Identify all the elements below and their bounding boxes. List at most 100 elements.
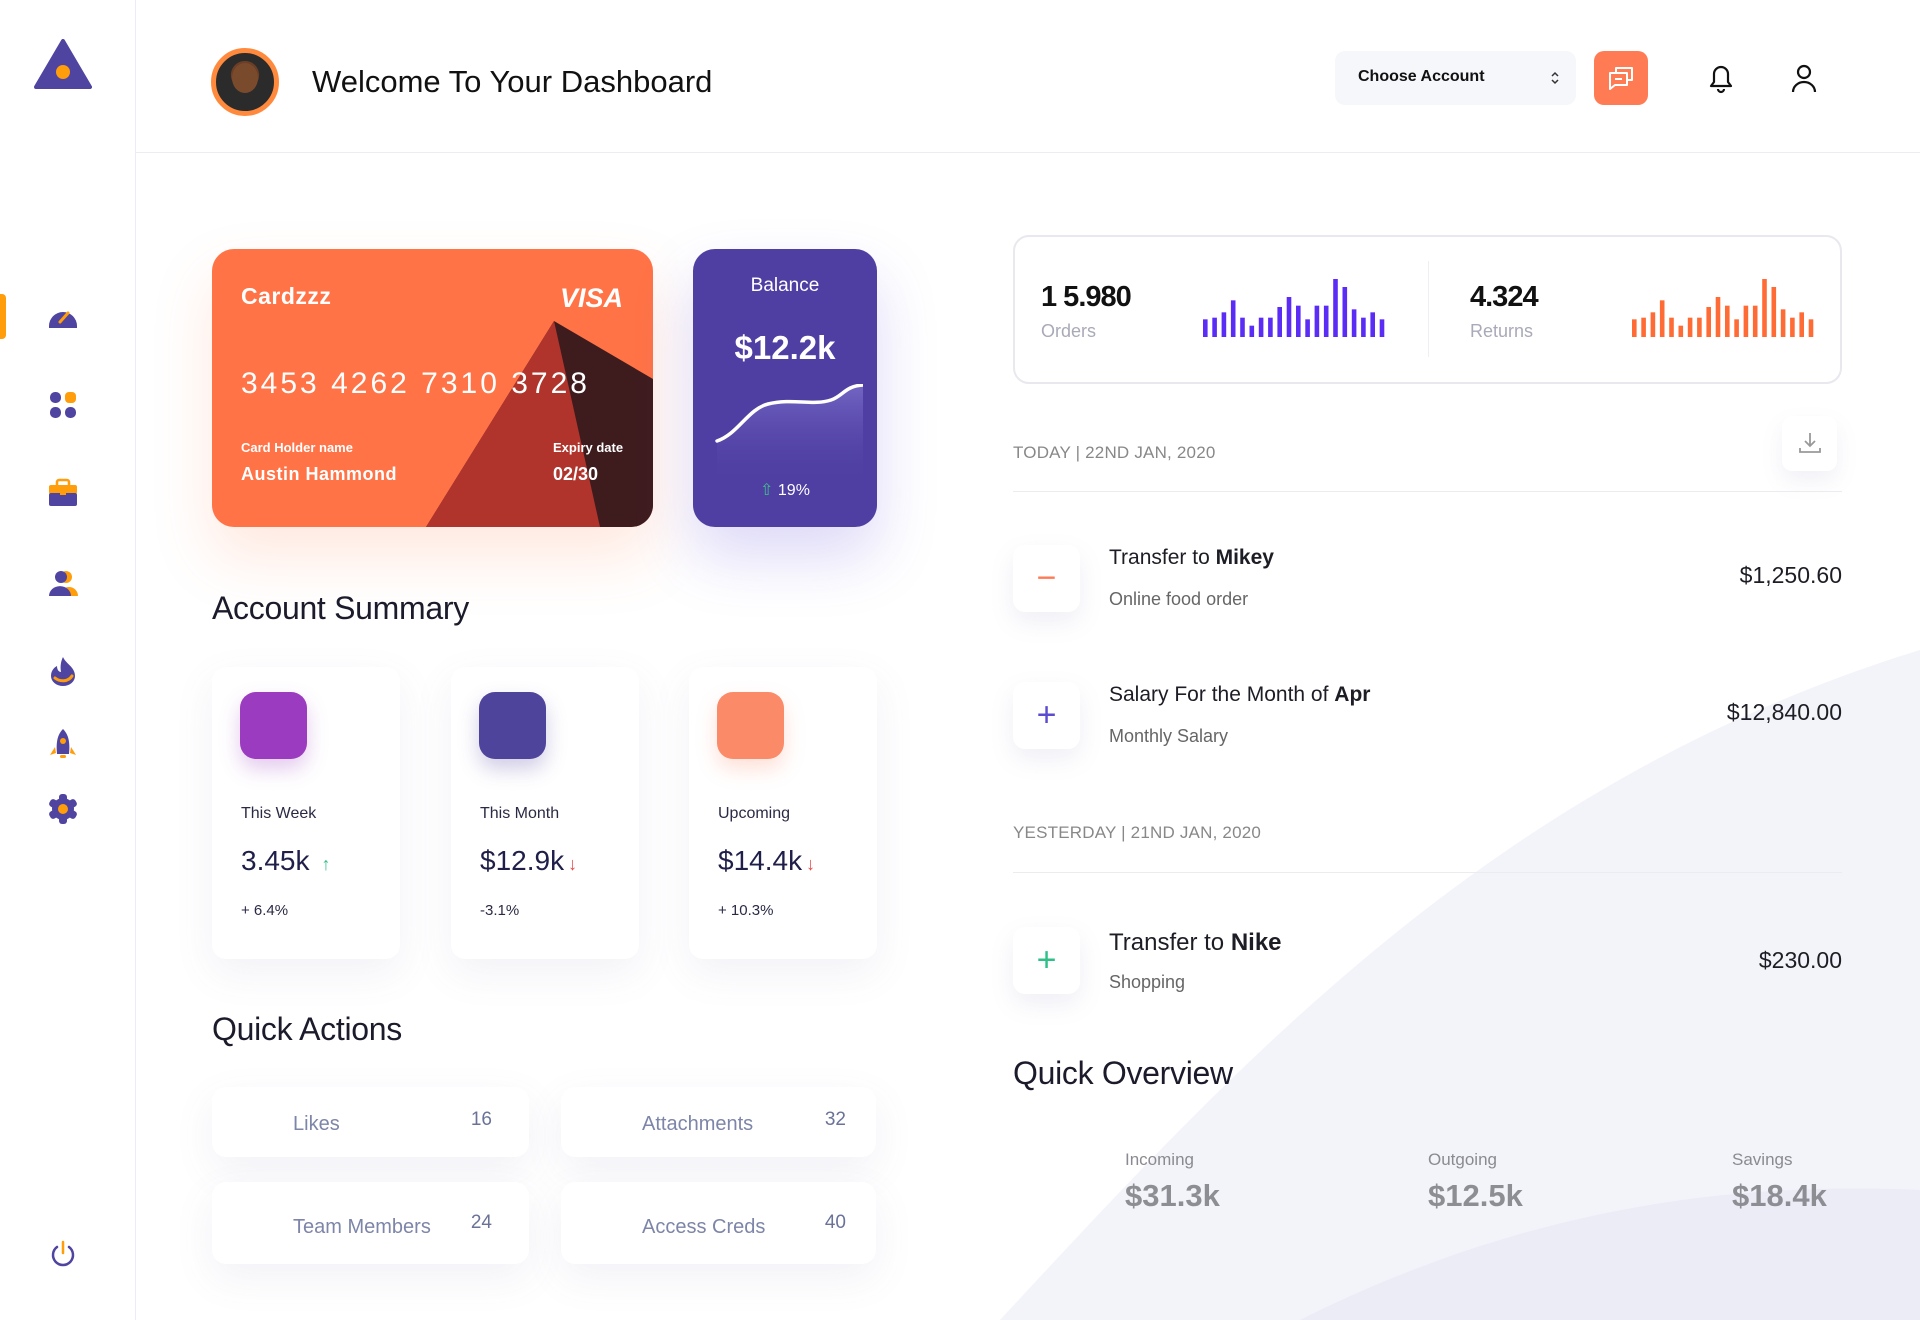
returns-value: 4.324 bbox=[1470, 281, 1539, 313]
credit-card[interactable]: Cardzzz VISA 3453 4262 7310 3728 Card Ho… bbox=[212, 249, 653, 527]
avatar[interactable] bbox=[211, 48, 279, 116]
plus-icon: + bbox=[1013, 927, 1080, 994]
summary-value-row: 3.45k ↑ bbox=[241, 845, 331, 877]
overview-label: Outgoing bbox=[1428, 1150, 1497, 1169]
apps-grid-icon[interactable] bbox=[46, 388, 80, 422]
transaction-row[interactable]: + Transfer to Nike Shopping $230.00 bbox=[1013, 927, 1842, 994]
spark-bar bbox=[1762, 279, 1767, 337]
transaction-title-prefix: Salary For the Month of bbox=[1109, 683, 1335, 706]
balance-change-value: 19% bbox=[777, 482, 810, 499]
spark-bar bbox=[1323, 305, 1329, 337]
summary-card[interactable]: Upcoming $14.4k ↓ + 10.3% bbox=[689, 667, 877, 959]
spark-bar bbox=[1370, 312, 1375, 337]
minus-icon: − bbox=[1013, 545, 1080, 612]
header: Welcome To Your Dashboard Choose Account bbox=[136, 0, 1920, 153]
spark-bar bbox=[1305, 319, 1310, 337]
chat-button[interactable] bbox=[1594, 51, 1648, 105]
summary-card[interactable]: This Month $12.9k ↓ -3.1% bbox=[451, 667, 639, 959]
balance-card[interactable]: Balance $12.2k ⇧ 19% bbox=[693, 249, 877, 527]
power-icon[interactable] bbox=[46, 1237, 80, 1271]
spark-bar bbox=[1659, 300, 1665, 337]
transaction-amount: $230.00 bbox=[1758, 947, 1842, 973]
account-summary-title: Account Summary bbox=[212, 590, 469, 626]
choose-account-label: Choose Account bbox=[1358, 68, 1485, 85]
spark-bar bbox=[1342, 287, 1348, 337]
transaction-subtitle: Online food order bbox=[1109, 589, 1249, 609]
chevron-up-down-icon bbox=[1551, 71, 1559, 85]
orders-label: Orders bbox=[1041, 321, 1097, 341]
transaction-row[interactable]: + Salary For the Month of Apr Monthly Sala… bbox=[1013, 682, 1842, 749]
spark-bar bbox=[1752, 305, 1758, 337]
transaction-amount: $1,250.60 bbox=[1739, 562, 1842, 588]
spark-bar bbox=[1221, 312, 1227, 337]
balance-sparkline bbox=[715, 384, 863, 484]
overview-savings[interactable]: Savings $18.4k bbox=[1613, 1129, 1920, 1229]
quick-action-label: Likes bbox=[293, 1113, 340, 1135]
overview-outgoing[interactable]: Outgoing $12.5k bbox=[1309, 1129, 1709, 1229]
quick-action-likes[interactable]: Likes 16 bbox=[212, 1087, 529, 1157]
spark-bar bbox=[1258, 317, 1264, 337]
spark-bar bbox=[1697, 317, 1702, 337]
transaction-title: Transfer to Mikey bbox=[1109, 546, 1274, 570]
user-icon[interactable] bbox=[1789, 62, 1819, 94]
fire-icon[interactable] bbox=[46, 654, 80, 688]
transaction-title-prefix: Transfer to bbox=[1109, 546, 1216, 569]
stats-divider bbox=[1428, 261, 1429, 357]
spark-bar bbox=[1743, 305, 1749, 337]
spark-bar bbox=[1240, 317, 1245, 337]
card-holder-name: Austin Hammond bbox=[241, 464, 398, 484]
spark-bar bbox=[1678, 325, 1684, 337]
download-button[interactable] bbox=[1782, 416, 1837, 471]
dashboard-gauge-icon[interactable] bbox=[46, 300, 80, 334]
spark-bar bbox=[1725, 305, 1730, 337]
quick-action-count: 32 bbox=[824, 1109, 846, 1130]
spark-bar bbox=[1296, 305, 1301, 337]
spark-bar bbox=[1203, 319, 1208, 337]
quick-action-count: 24 bbox=[470, 1212, 492, 1233]
choose-account-select[interactable]: Choose Account bbox=[1335, 51, 1576, 105]
logo-icon[interactable] bbox=[34, 39, 92, 89]
quick-action-team-members[interactable]: Team Members 24 bbox=[212, 1182, 529, 1264]
users-icon[interactable] bbox=[46, 566, 80, 600]
summary-value: 3.45k bbox=[241, 845, 310, 876]
transaction-recipient: Mikey bbox=[1215, 546, 1274, 569]
spark-bar bbox=[1669, 317, 1674, 337]
balance-value: $12.2k bbox=[734, 329, 836, 366]
spark-bar bbox=[1650, 312, 1656, 337]
transaction-row[interactable]: − Transfer to Mikey Online food order $1,25… bbox=[1013, 545, 1842, 612]
overview-value: $18.4k bbox=[1732, 1178, 1827, 1213]
summary-label: This Week bbox=[241, 805, 317, 822]
quick-action-label: Access Creds bbox=[642, 1216, 766, 1238]
card-holder-label: Card Holder name bbox=[241, 440, 353, 455]
orders-sparkbars bbox=[1203, 279, 1385, 337]
summary-change: + 10.3% bbox=[718, 902, 774, 919]
arrow-up-icon: ⇧ bbox=[760, 482, 774, 499]
briefcase-icon[interactable] bbox=[46, 476, 80, 510]
card-number: 3453 4262 7310 3728 bbox=[241, 367, 590, 400]
spark-bar bbox=[1277, 307, 1282, 337]
summary-label: This Month bbox=[480, 805, 560, 822]
divider bbox=[1013, 491, 1842, 492]
quick-action-attachments[interactable]: Attachments 32 bbox=[561, 1087, 876, 1157]
rocket-icon[interactable] bbox=[46, 727, 80, 761]
bell-icon[interactable] bbox=[1706, 62, 1736, 94]
spark-bar bbox=[1351, 309, 1357, 337]
expiry-label: Expiry date bbox=[553, 440, 624, 455]
quick-action-access-creds[interactable]: Access Creds 40 bbox=[561, 1182, 876, 1264]
spark-bar bbox=[1780, 309, 1786, 337]
settings-gear-icon[interactable] bbox=[46, 792, 80, 826]
summary-value-row: $12.9k ↓ bbox=[480, 845, 577, 877]
spark-bar bbox=[1734, 319, 1739, 337]
overview-incoming[interactable]: Incoming $31.3k bbox=[1006, 1129, 1406, 1229]
card-pattern bbox=[426, 321, 653, 527]
spark-bar bbox=[1641, 317, 1646, 337]
spark-bar bbox=[1706, 307, 1711, 337]
summary-icon-box bbox=[479, 692, 546, 759]
quick-action-count: 16 bbox=[470, 1109, 492, 1130]
overview-label: Savings bbox=[1732, 1150, 1793, 1169]
transaction-recipient: Apr bbox=[1334, 683, 1371, 706]
summary-card[interactable]: This Week 3.45k ↑ + 6.4% bbox=[212, 667, 400, 959]
summary-icon-box bbox=[717, 692, 784, 759]
chat-icon bbox=[1609, 67, 1633, 90]
quick-overview-title: Quick Overview bbox=[1013, 1055, 1233, 1091]
